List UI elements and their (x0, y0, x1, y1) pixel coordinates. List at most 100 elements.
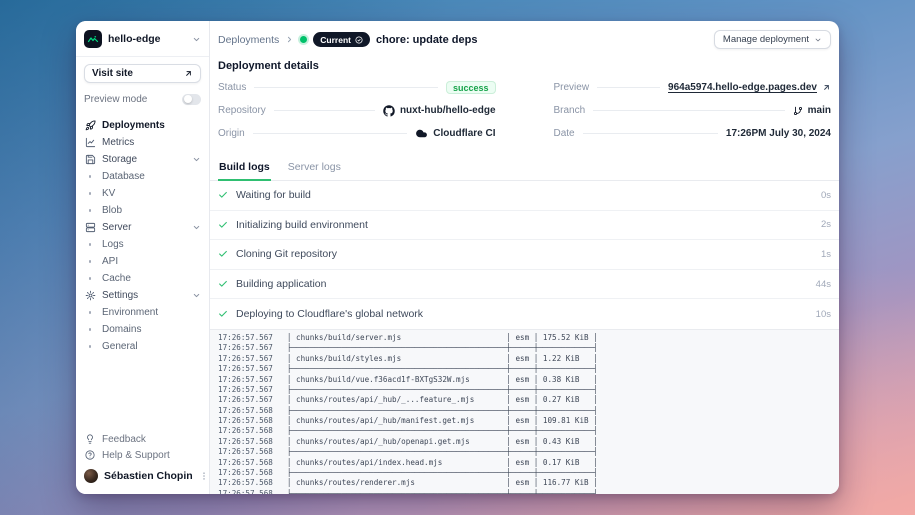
git-branch-icon (793, 106, 803, 116)
log-line: 17:26:57.567 │ chunks/build/styles.mjs │ … (218, 354, 839, 364)
breadcrumb-deployments[interactable]: Deployments (218, 33, 280, 46)
log-timestamp: 17:26:57.568 (218, 457, 273, 467)
build-step-label: Initializing build environment (236, 218, 368, 231)
sidebar-spacer (84, 355, 201, 431)
sidebar-subitem-label: Domains (102, 324, 142, 335)
sidebar-item-cache[interactable]: Cache (84, 270, 201, 287)
sidebar-item-settings[interactable]: Settings (84, 287, 201, 304)
sidebar-item-help-support[interactable]: Help & Support (84, 447, 201, 463)
detail-row-status: Status success (218, 76, 496, 99)
chevron-right-icon (285, 35, 294, 44)
arrow-up-right-icon (184, 69, 193, 78)
bullet-icon (84, 345, 96, 348)
sidebar-item-deployments[interactable]: Deployments (84, 117, 201, 134)
server-icon (84, 222, 96, 233)
sidebar-item-kv[interactable]: KV (84, 185, 201, 202)
log-text: ├───────────────────────────────────────… (286, 343, 598, 353)
log-timestamp: 17:26:57.567 (218, 374, 273, 384)
log-line: 17:26:57.567 ├───────────────────────────… (218, 343, 839, 353)
bullet-icon (84, 192, 96, 195)
log-timestamp: 17:26:57.567 (218, 343, 273, 353)
sidebar-item-label: Settings (102, 290, 139, 301)
build-step-initializing-build-environment[interactable]: Initializing build environment 2s (210, 211, 839, 241)
check-icon (218, 279, 228, 289)
detail-row-date: Date 17:26PM July 30, 2024 (554, 122, 832, 145)
build-step-label: Waiting for build (236, 189, 311, 202)
log-line: 17:26:57.568 │ chunks/routes/api/_hub/man… (218, 416, 839, 426)
repository-label: Repository (218, 105, 266, 116)
build-step-duration: 1s (820, 248, 831, 260)
sidebar-nav: Deployments Metrics Storage Database KV Blob S… (84, 117, 201, 355)
tab-server-logs[interactable]: Server logs (287, 156, 342, 181)
live-status-dot (300, 36, 308, 43)
log-timestamp: 17:26:57.568 (218, 447, 273, 457)
build-step-duration: 0s (820, 189, 831, 201)
toggle-knob (183, 95, 192, 103)
help-support-label: Help & Support (102, 449, 170, 461)
date-label: Date (553, 128, 575, 139)
sidebar-item-storage[interactable]: Storage (84, 151, 201, 168)
status-label: Status (218, 82, 247, 93)
check-icon (218, 309, 228, 319)
log-timestamp: 17:26:57.568 (218, 416, 273, 426)
preview-mode-toggle[interactable] (182, 93, 201, 105)
log-line: 17:26:57.568 │ chunks/routes/api/_hub/ope… (218, 437, 839, 447)
leader-line (254, 87, 438, 88)
detail-row-preview: Preview 964a5974.hello-edge.pages.dev (554, 76, 832, 99)
log-timestamp: 17:26:57.567 (218, 364, 273, 374)
sidebar-item-blob[interactable]: Blob (84, 202, 201, 219)
manage-deployment-label: Manage deployment (722, 34, 809, 45)
sidebar-item-feedback[interactable]: Feedback (84, 431, 201, 447)
log-text: ├───────────────────────────────────────… (286, 447, 598, 457)
log-text: │ chunks/routes/api/index.head.mjs │ esm… (286, 457, 598, 467)
build-step-cloning-git-repository[interactable]: Cloning Git repository 1s (210, 240, 839, 270)
log-text: │ chunks/build/styles.mjs │ esm │ 1.22 K… (286, 353, 598, 363)
repository-value[interactable]: nuxt-hub/hello-edge (383, 104, 496, 117)
log-line: 17:26:57.567 │ chunks/routes/api/_hub/_..… (218, 395, 839, 405)
log-line: 17:26:57.567 │ chunks/build/server.mjs │ … (218, 333, 839, 343)
sidebar-item-database[interactable]: Database (84, 168, 201, 185)
chart-icon (84, 137, 96, 148)
log-timestamp: 17:26:57.568 (218, 436, 273, 446)
sidebar-item-server[interactable]: Server (84, 219, 201, 236)
chevron-down-icon (192, 291, 201, 300)
sidebar-item-general[interactable]: General (84, 338, 201, 355)
sidebar-item-domains[interactable]: Domains (84, 321, 201, 338)
project-selector[interactable]: hello-edge (84, 28, 201, 50)
visit-site-button[interactable]: Visit site (84, 64, 201, 83)
log-line: 17:26:57.568 │ chunks/routes/api/index.he… (218, 458, 839, 468)
lightbulb-icon (84, 434, 96, 444)
avatar (84, 469, 98, 483)
detail-column-right: Preview 964a5974.hello-edge.pages.dev Br… (554, 76, 832, 145)
log-line: 17:26:57.568 ├───────────────────────────… (218, 447, 839, 457)
sidebar-item-api[interactable]: API (84, 253, 201, 270)
build-step-deploying-to-cloudflare-s-global-network[interactable]: Deploying to Cloudflare's global network… (210, 299, 839, 329)
sidebar-item-metrics[interactable]: Metrics (84, 134, 201, 151)
user-row: Sébastien Chopin (84, 466, 205, 486)
log-timestamp: 17:26:57.568 (218, 478, 273, 488)
build-step-building-application[interactable]: Building application 44s (210, 270, 839, 300)
branch-value: main (793, 105, 831, 116)
sidebar-item-environment[interactable]: Environment (84, 304, 201, 321)
preview-mode-label: Preview mode (84, 93, 148, 105)
origin-name: Cloudflare CI (433, 128, 496, 139)
bullet-icon (84, 260, 96, 263)
log-line: 17:26:57.567 ├───────────────────────────… (218, 385, 839, 395)
dots-vertical-icon[interactable] (199, 471, 209, 481)
preview-link[interactable]: 964a5974.hello-edge.pages.dev (668, 82, 817, 93)
build-step-label: Deploying to Cloudflare's global network (236, 308, 424, 321)
sidebar-item-label: Deployments (102, 120, 165, 131)
manage-deployment-button[interactable]: Manage deployment (713, 30, 831, 49)
log-text: │ chunks/routes/api/_hub/manifest.get.mj… (286, 416, 598, 426)
arrow-up-right-icon[interactable] (822, 83, 831, 92)
chevron-down-icon (192, 35, 201, 44)
origin-label: Origin (218, 128, 245, 139)
log-text: ├───────────────────────────────────────… (286, 364, 598, 374)
leader-line (593, 110, 785, 111)
sidebar-item-logs[interactable]: Logs (84, 236, 201, 253)
build-step-waiting-for-build[interactable]: Waiting for build 0s (210, 181, 839, 211)
deployment-title: chore: update deps (375, 33, 478, 46)
tab-build-logs[interactable]: Build logs (218, 156, 271, 181)
origin-value: Cloudflare CI (415, 127, 496, 140)
log-text: ├───────────────────────────────────────… (286, 384, 598, 394)
